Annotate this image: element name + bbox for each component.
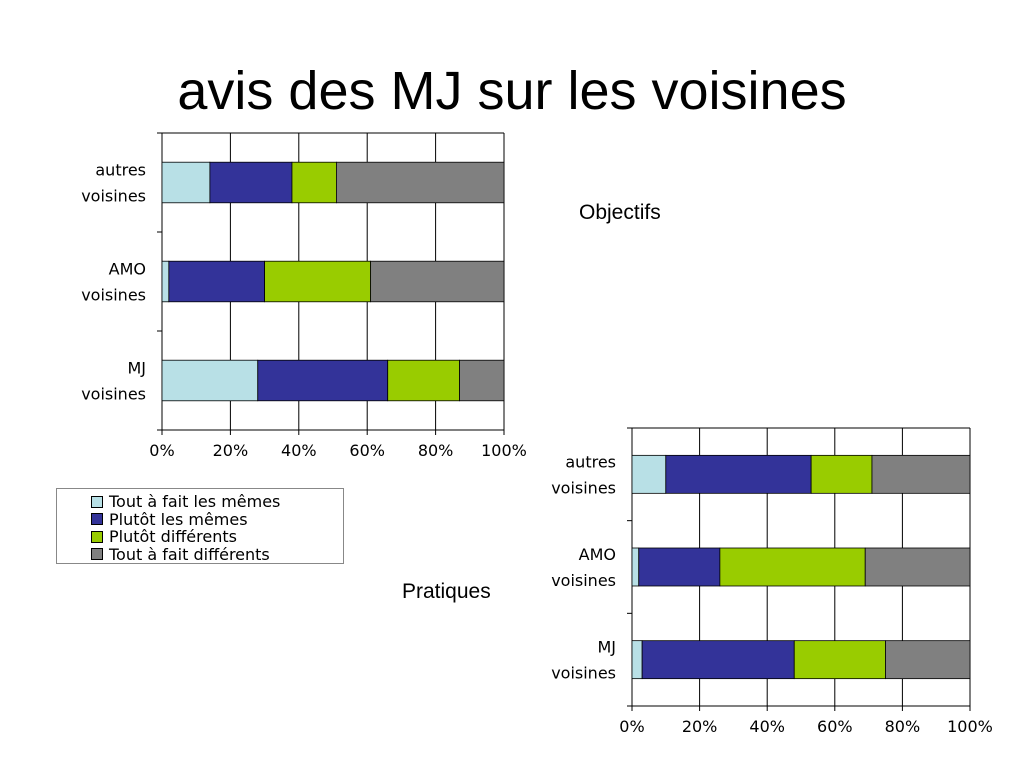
x-tick-label: 0% <box>149 441 174 460</box>
caption-objectifs: Objectifs <box>579 201 661 224</box>
bar-autres-voisines-plutot-differents <box>810 454 873 494</box>
bar-mj-voisines-tout-a-fait-les-memes <box>631 640 643 680</box>
x-tick-label: 100% <box>481 441 527 460</box>
bar-autres-voisines-plutot-les-memes <box>665 454 812 494</box>
bar-mj-voisines-plutot-differents <box>387 359 460 402</box>
chart-pratiques: 0% 20% 40% 60% 80% 100% autres voisines AMO voisi… <box>551 427 993 736</box>
bar-mj-voisines-tout-a-fait-les-memes <box>161 359 259 402</box>
x-tick-label: 80% <box>885 717 921 736</box>
bar-amo-voisines-plutot-les-memes <box>638 547 721 587</box>
bar-mj-voisines-plutot-les-memes <box>257 359 389 402</box>
legend-label: Tout à fait les mêmes <box>109 492 281 512</box>
bar-mj-voisines-plutot-les-memes <box>641 640 795 680</box>
category-label-mj-voisines: MJ voisines <box>81 359 146 404</box>
category-label-amo-voisines: AMO voisines <box>81 260 146 305</box>
chart-objectifs: 0% 20% 40% 60% 80% 100% autres voisines AMO voisi… <box>81 132 527 460</box>
category-label-amo-voisines: AMO voisines <box>551 545 616 590</box>
x-tick-label: 40% <box>281 441 317 460</box>
x-tick-label: 0% <box>619 717 644 736</box>
bar-autres-voisines-tout-a-fait-les-memes <box>161 161 211 204</box>
legend-swatch <box>91 513 103 526</box>
x-tick-label: 60% <box>817 717 853 736</box>
legend-swatch <box>91 548 103 561</box>
legend-label: Tout à fait différents <box>109 544 270 564</box>
bar-autres-voisines-tout-a-fait-differents <box>871 454 971 494</box>
legend-swatch <box>91 495 103 508</box>
bar-amo-voisines-tout-a-fait-les-memes <box>631 547 640 587</box>
legend-swatch <box>91 530 103 543</box>
bar-autres-voisines-plutot-les-memes <box>209 161 293 204</box>
bar-autres-voisines-tout-a-fait-les-memes <box>631 454 667 494</box>
page-title: avis des MJ sur les voisines <box>177 61 847 121</box>
legend-item-plutot-differents: Plutôt différents <box>91 528 343 546</box>
bar-autres-voisines-plutot-differents <box>291 161 337 204</box>
caption-pratiques: Pratiques <box>402 580 491 603</box>
bar-amo-voisines-plutot-differents <box>719 547 866 587</box>
chart-legend: Tout à fait les mêmes Plutôt les mêmes P… <box>56 488 344 564</box>
category-label-autres-voisines: autres voisines <box>551 452 616 497</box>
legend-item-tout-a-fait-differents: Tout à fait différents <box>91 546 343 564</box>
bar-mj-voisines-tout-a-fait-differents <box>885 640 971 680</box>
bar-amo-voisines-tout-a-fait-differents <box>864 547 971 587</box>
x-tick-label: 20% <box>213 441 249 460</box>
bar-amo-voisines-plutot-les-memes <box>168 260 265 303</box>
category-label-autres-voisines: autres voisines <box>81 161 146 206</box>
legend-item-tout-a-fait-memes: Tout à fait les mêmes <box>91 493 343 511</box>
x-tick-label: 80% <box>418 441 454 460</box>
legend-item-plutot-memes: Plutôt les mêmes <box>91 511 343 529</box>
x-tick-label: 60% <box>349 441 385 460</box>
x-tick-label: 40% <box>749 717 785 736</box>
legend-label: Plutôt différents <box>109 527 237 547</box>
bar-amo-voisines-tout-a-fait-differents <box>370 260 505 303</box>
category-label-mj-voisines: MJ voisines <box>551 638 616 683</box>
bar-amo-voisines-plutot-differents <box>264 260 372 303</box>
bar-mj-voisines-tout-a-fait-differents <box>459 359 505 402</box>
x-tick-label: 20% <box>682 717 718 736</box>
x-tick-label: 100% <box>947 717 993 736</box>
legend-label: Plutôt les mêmes <box>109 509 248 529</box>
bar-amo-voisines-tout-a-fait-les-memes <box>161 260 170 303</box>
bar-autres-voisines-tout-a-fait-differents <box>336 161 505 204</box>
bar-mj-voisines-plutot-differents <box>793 640 886 680</box>
